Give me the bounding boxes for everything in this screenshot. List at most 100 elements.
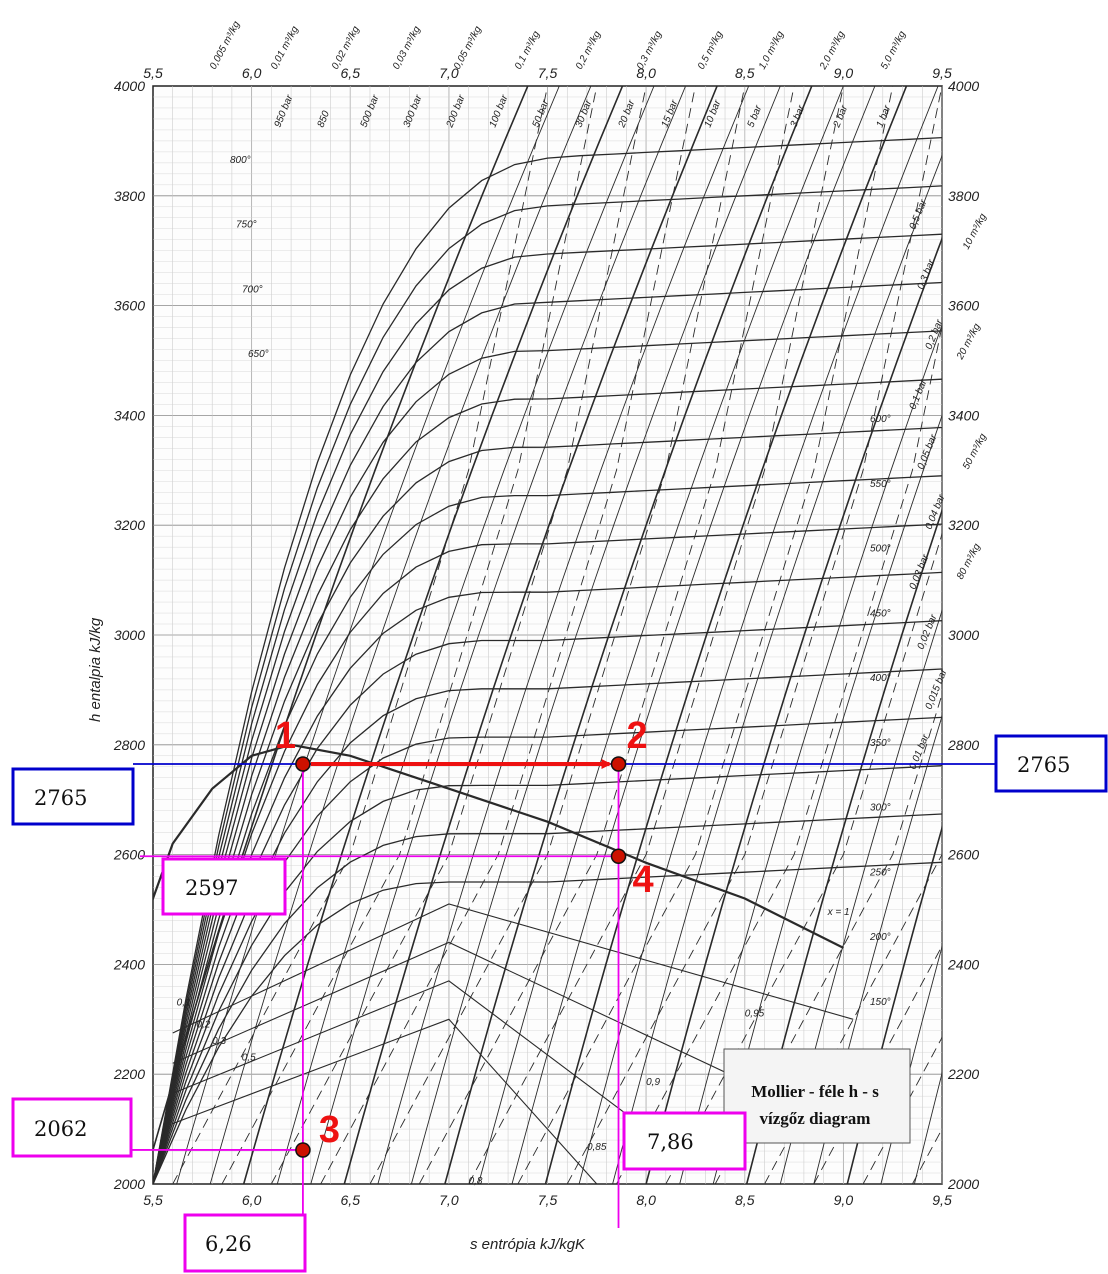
y-tick-left: 2200 — [113, 1066, 145, 1082]
isochore-label: 0,5 m³/kg — [696, 29, 725, 71]
y-tick-right: 2400 — [947, 956, 979, 972]
state-label-2: 2 — [627, 715, 648, 757]
value-box-s1: 6,26 — [183, 1213, 307, 1273]
value-box-s2: 7,86 — [622, 1111, 747, 1171]
value-h2-right: 2765 — [1017, 753, 1070, 777]
isochore-label-right: 20 m³/kg — [954, 322, 983, 363]
isotherm-line — [153, 426, 942, 1184]
isotherm-label: 750° — [236, 220, 257, 231]
x-tick-bottom: 7,5 — [538, 1192, 558, 1208]
isotherm-label: 350° — [870, 738, 891, 749]
x-tick-top: 6,5 — [341, 65, 361, 81]
quality-label: 0,5 — [242, 1052, 256, 1063]
isochore-label-right: 50 m³/kg — [961, 432, 989, 472]
isobar-line — [511, 86, 876, 1184]
y-tick-right: 3800 — [948, 188, 979, 204]
isochore-label: 0,005 m³/kg — [208, 19, 243, 71]
x-tick-bottom: 8,5 — [735, 1192, 755, 1208]
quality-label: 0,2 — [196, 1020, 210, 1031]
isobar-line — [478, 86, 844, 1184]
state-point-2 — [610, 756, 627, 772]
x-tick-top: 8,0 — [636, 65, 656, 81]
x-tick-bottom: 9,5 — [932, 1192, 952, 1208]
y-tick-left: 3600 — [114, 298, 145, 314]
isobar-line — [377, 86, 750, 1184]
state-point-4 — [610, 848, 627, 864]
isochore-label: 1,0 m³/kg — [757, 29, 786, 71]
value-s2: 7,86 — [647, 1130, 694, 1154]
chart-curves — [153, 86, 942, 1184]
value-s1: 6,26 — [205, 1232, 252, 1256]
y-tick-left: 2000 — [113, 1176, 145, 1192]
isotherm-label: 200° — [869, 932, 891, 943]
y-tick-left: 3000 — [114, 627, 145, 643]
isotherm-label: 800° — [230, 155, 251, 166]
isobar-line — [343, 86, 718, 1184]
y-tick-right: 3200 — [948, 517, 979, 533]
y-tick-left: 3200 — [114, 517, 145, 533]
isobar-line — [813, 714, 942, 1184]
y-tick-right: 2800 — [947, 737, 979, 753]
isotherm-label: 150° — [870, 997, 891, 1008]
x-tick-top: 9,5 — [932, 65, 952, 81]
isobar-line — [544, 86, 908, 1184]
y-tick-right: 4000 — [948, 78, 979, 94]
isotherm-label: 250° — [869, 867, 891, 878]
chart-title-line-2: vízgőz diagram — [760, 1109, 871, 1128]
isotherm-line — [153, 668, 942, 1184]
isotherm-line — [153, 861, 942, 1184]
y-tick-left: 4000 — [114, 78, 145, 94]
x-tick-top: 7,5 — [538, 65, 558, 81]
isotherm-label: 450° — [870, 608, 891, 619]
isobar-line — [779, 609, 942, 1184]
chart-title-box: Mollier - féle h - s vízgőz diagram — [723, 1048, 911, 1144]
state-label-4: 4 — [633, 859, 654, 901]
x-tick-bottom: 8,0 — [636, 1192, 656, 1208]
y-tick-left: 2400 — [113, 956, 145, 972]
isobar-line — [846, 825, 942, 1184]
quality-label: 0,95 — [745, 1009, 765, 1020]
isotherm-label: 550° — [870, 479, 891, 490]
chart-title-line-1: Mollier - féle h - s — [751, 1082, 879, 1101]
y-tick-left: 2800 — [113, 737, 145, 753]
isochore-label-right: 80 m³/kg — [955, 542, 983, 582]
isochore-label: 5,0 m³/kg — [879, 29, 908, 71]
y-tick-right: 3000 — [948, 627, 979, 643]
y-tick-left: 2600 — [113, 847, 145, 863]
x-tick-top: 5,5 — [143, 65, 163, 81]
quality-label: 0,85 — [587, 1142, 607, 1153]
value-box-h2-right: 2765 — [994, 734, 1108, 793]
state-label-3: 3 — [319, 1109, 340, 1151]
x-tick-bottom: 6,0 — [242, 1192, 262, 1208]
isotherm-line — [153, 330, 942, 1184]
x-tick-bottom: 9,0 — [834, 1192, 854, 1208]
state-point-1 — [295, 756, 311, 772]
quality-label: x = 1 — [827, 907, 850, 918]
isobar-line — [913, 1071, 942, 1184]
x-tick-top: 8,5 — [735, 65, 755, 81]
isochore-label: 0,01 m³/kg — [269, 24, 301, 71]
y-tick-right: 2600 — [947, 847, 979, 863]
isotherm-line — [153, 281, 942, 1184]
isotherm-line — [153, 185, 942, 1184]
isochore-label-right: 10 m³/kg — [961, 212, 989, 252]
value-h1-left: 2765 — [34, 786, 87, 810]
isobar-line — [242, 86, 624, 1184]
isobar-line — [578, 86, 939, 1184]
y-tick-right: 3400 — [948, 407, 979, 423]
isotherm-line — [153, 523, 942, 1184]
x-tick-top: 6,0 — [242, 65, 262, 81]
isobar-line — [612, 154, 942, 1184]
isotherm-label: 300° — [870, 803, 891, 814]
x-axis-title: s entrópia kJ/kgK — [470, 1236, 586, 1253]
y-axis-title: h entalpia kJ/kg — [87, 617, 104, 722]
x-tick-bottom: 7,0 — [439, 1192, 459, 1208]
process-overlay: 1 2 3 4 2765 2765 2597 2062 6,26 7,86 — [11, 715, 1108, 1273]
isobar-line — [679, 323, 942, 1184]
isobar-line — [880, 945, 942, 1184]
y-tick-right: 2200 — [947, 1066, 979, 1082]
gridlines — [153, 86, 943, 1184]
isobar-line — [645, 236, 942, 1184]
isobar-line — [712, 414, 942, 1184]
